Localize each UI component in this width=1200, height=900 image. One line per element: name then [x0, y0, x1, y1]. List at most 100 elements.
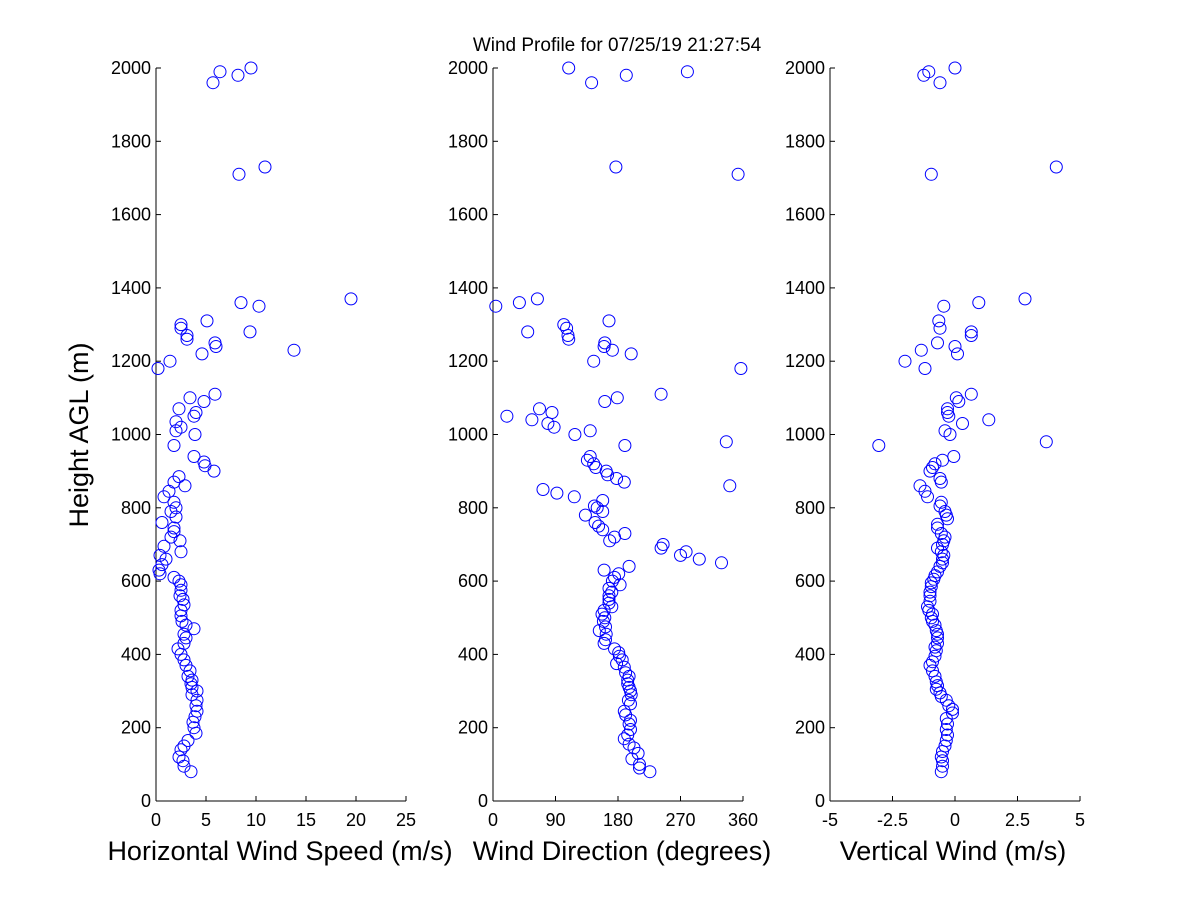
speed-y-tick-label: 0 — [141, 791, 151, 811]
speed-x-tick-label: 15 — [296, 810, 316, 830]
speed-data-point — [176, 754, 190, 768]
vertical-wind-data-point — [946, 702, 959, 716]
speed-data-point — [206, 76, 220, 90]
speed-data-point — [244, 61, 258, 75]
speed-data-point — [190, 704, 204, 718]
vertical-wind-data-point — [948, 61, 962, 75]
vertical-wind-data-point — [939, 734, 953, 747]
vertical-wind-y-tick-label: 1800 — [785, 131, 825, 151]
vertical-wind-x-tick-label: -2.5 — [877, 810, 908, 830]
direction-data-point — [622, 559, 636, 573]
direction-data-point — [624, 347, 638, 361]
direction-x-tick-label: 270 — [665, 810, 695, 830]
speed-y-tick-label: 1200 — [111, 351, 151, 371]
vertical-wind-data-point — [972, 296, 986, 310]
direction-data-point — [680, 65, 694, 79]
speed-y-tick-label: 1600 — [111, 205, 151, 225]
direction-data-point — [610, 472, 624, 485]
vertical-wind-data-point — [952, 395, 966, 408]
vertical-wind-x-axis-label: Vertical Wind (m/s) — [840, 836, 1067, 866]
direction-data-point — [609, 160, 623, 174]
vertical-wind-y-tick-label: 1400 — [785, 278, 825, 298]
speed-y-tick-label: 800 — [121, 498, 151, 518]
speed-data-point — [174, 578, 188, 592]
speed-data-point — [177, 598, 191, 612]
direction-data-point — [605, 585, 619, 599]
speed-data-point — [252, 299, 266, 313]
vertical-wind-data-point — [946, 706, 959, 720]
vertical-wind-data-point — [1049, 160, 1063, 174]
direction-data-point — [585, 76, 599, 90]
direction-data-point — [734, 362, 748, 375]
direction-data-point — [617, 732, 631, 746]
vertical-wind-y-tick-label: 400 — [795, 644, 825, 664]
direction-data-point — [592, 624, 606, 638]
direction-data-point — [621, 677, 635, 691]
speed-data-point — [183, 391, 197, 405]
direction-data-point — [557, 318, 571, 332]
speed-data-point — [258, 160, 272, 174]
speed-y-tick-label: 1000 — [111, 425, 151, 445]
vertical-wind-data-point — [932, 314, 946, 328]
vertical-wind-data-point — [923, 589, 937, 603]
direction-data-point — [592, 519, 606, 533]
direction-y-tick-label: 400 — [458, 644, 488, 664]
direction-data-point — [598, 395, 612, 408]
speed-data-point — [200, 314, 214, 328]
vertical-wind-data-point — [939, 723, 953, 736]
speed-data-point — [188, 710, 202, 724]
vertical-wind-data-point — [913, 479, 927, 493]
direction-y-tick-label: 1200 — [448, 351, 488, 371]
speed-data-point — [181, 734, 195, 747]
direction-data-point — [589, 461, 603, 474]
direction-data-point — [656, 538, 670, 551]
direction-data-point — [512, 296, 526, 310]
speed-data-point — [197, 455, 211, 469]
speed-data-point — [167, 525, 181, 539]
speed-data-point — [169, 415, 183, 429]
speed-data-point — [176, 592, 190, 606]
direction-data-point — [624, 723, 637, 736]
vertical-wind-data-point — [941, 406, 954, 419]
vertical-wind-data-point — [918, 362, 932, 375]
direction-data-point — [587, 457, 601, 471]
direction-y-tick-label: 1000 — [448, 425, 488, 445]
vertical-wind-y-tick-label: 1200 — [785, 351, 825, 371]
vertical-wind-data-point — [922, 65, 936, 79]
speed-data-point — [187, 622, 201, 636]
direction-data-point — [596, 494, 610, 507]
direction-data-point — [598, 611, 612, 625]
vertical-wind-data-point — [926, 607, 939, 621]
vertical-wind-data-point — [931, 636, 944, 650]
vertical-wind-x-tick-label: 0 — [950, 810, 960, 830]
speed-data-point — [181, 669, 195, 683]
direction-x-tick-label: 0 — [488, 810, 498, 830]
vertical-wind-data-point — [937, 299, 951, 313]
direction-data-point — [599, 620, 612, 634]
vertical-wind-y-tick-label: 2000 — [785, 58, 825, 78]
vertical-wind-data-point — [934, 495, 948, 509]
direction-data-point — [715, 556, 728, 570]
speed-data-point — [187, 409, 201, 423]
vertical-wind-data-point — [947, 450, 961, 463]
direction-data-point — [719, 435, 733, 449]
vertical-wind-data-point — [931, 517, 944, 531]
vertical-wind-data-point — [964, 325, 978, 339]
speed-y-tick-label: 600 — [121, 571, 151, 591]
vertical-wind-data-point — [928, 640, 942, 654]
direction-data-point — [679, 545, 693, 559]
speed-data-point — [172, 402, 186, 416]
speed-data-point — [173, 534, 187, 548]
vertical-wind-data-point — [938, 424, 952, 438]
vertical-wind-data-point — [941, 728, 954, 742]
direction-data-point — [615, 653, 629, 667]
speed-data-point — [151, 362, 165, 375]
direction-data-point — [654, 541, 668, 555]
speed-x-axis-label: Horizontal Wind Speed (m/s) — [107, 836, 452, 866]
direction-data-point — [608, 642, 621, 656]
vertical-wind-data-point — [924, 576, 938, 590]
direction-y-tick-label: 600 — [458, 571, 488, 591]
speed-data-point — [172, 574, 186, 588]
vertical-wind-panel: Vertical Wind (m/s) 0 200 400 600 800 1000 120… — [785, 58, 1085, 866]
direction-data-point — [618, 527, 632, 540]
